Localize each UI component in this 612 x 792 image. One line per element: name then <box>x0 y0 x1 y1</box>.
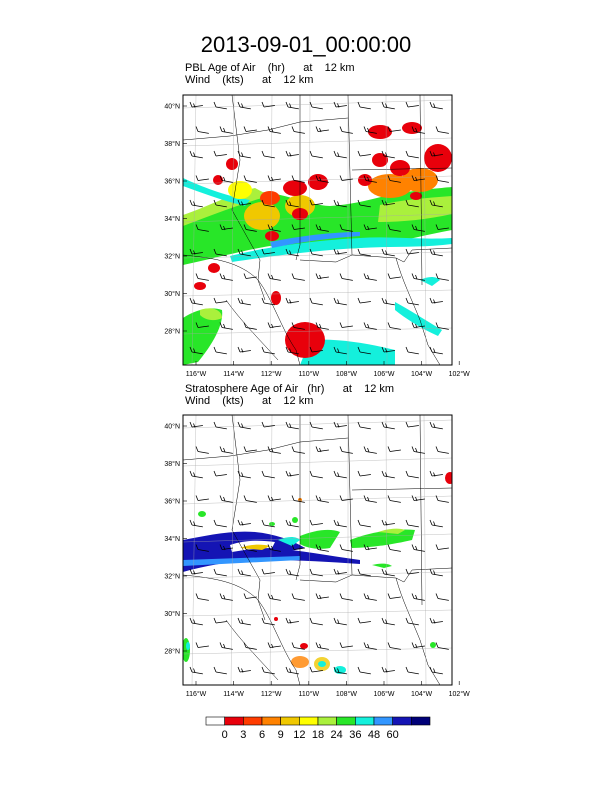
lat-tick-label: 32°N <box>164 253 180 261</box>
colorbar <box>205 716 431 726</box>
lat-tick-label: 36°N <box>164 178 180 186</box>
colorbar-label: 60 <box>386 729 399 741</box>
panel1-frame <box>182 94 453 366</box>
colorbar-swatch <box>261 716 281 726</box>
lat-tick-label: 36°N <box>164 498 180 506</box>
colorbar-label: 36 <box>349 729 362 741</box>
lat-tick-label: 40°N <box>164 423 180 431</box>
lat-tick-label: 28°N <box>164 648 180 656</box>
lon-tick-label: 112°W <box>261 690 282 698</box>
lon-tick-label: 116°W <box>186 370 207 378</box>
colorbar-label: 9 <box>277 729 284 741</box>
lon-tick-label: 112°W <box>261 370 282 378</box>
colorbar-swatch <box>224 716 244 726</box>
colorbar-label: 6 <box>258 729 266 741</box>
panel1-title-line2: Wind (kts) at 12 km <box>185 74 314 86</box>
colorbar-swatch <box>355 716 375 726</box>
page-title: 2013-09-01_00:00:00 <box>200 32 412 57</box>
lon-tick-label: 106°W <box>373 690 394 698</box>
colorbar-label: 48 <box>367 729 381 741</box>
colorbar-swatch <box>205 716 225 726</box>
lat-tick-label: 38°N <box>164 140 180 148</box>
panel1-title-line1: PBL Age of Air (hr) at 12 km <box>185 62 355 74</box>
panel2-title-line1: Stratosphere Age of Air (hr) at 12 km <box>185 383 395 395</box>
lat-tick-label: 40°N <box>164 103 180 111</box>
lon-tick-label: 106°W <box>373 370 394 378</box>
panel2-map <box>183 415 452 685</box>
lon-tick-label: 108°W <box>336 690 357 698</box>
colorbar-label: 18 <box>311 729 325 741</box>
colorbar-swatch <box>392 716 412 726</box>
lon-tick-label: 104°W <box>411 370 432 378</box>
colorbar-swatch <box>243 716 263 726</box>
panel2-title-line2: Wind (kts) at 12 km <box>185 395 314 407</box>
lon-tick-label: 102°W <box>449 690 470 698</box>
colorbar-swatch <box>299 716 319 726</box>
lon-tick-label: 114°W <box>223 370 244 378</box>
lon-tick-label: 116°W <box>186 690 207 698</box>
lat-tick-label: 34°N <box>164 535 180 543</box>
lon-tick-label: 102°W <box>449 370 470 378</box>
panel1-map <box>183 95 452 365</box>
lon-tick-label: 104°W <box>411 690 432 698</box>
colorbar-swatch <box>317 716 337 726</box>
colorbar-swatch <box>373 716 393 726</box>
colorbar-swatch <box>280 716 300 726</box>
colorbar-label: 12 <box>293 729 306 741</box>
colorbar-swatch <box>336 716 356 726</box>
lon-tick-label: 114°W <box>223 690 244 698</box>
lat-tick-label: 34°N <box>164 215 180 223</box>
colorbar-label: 24 <box>330 729 343 741</box>
lon-tick-label: 110°W <box>299 690 320 698</box>
lon-tick-label: 110°W <box>299 370 320 378</box>
lat-tick-label: 30°N <box>164 610 180 618</box>
lat-tick-label: 38°N <box>164 460 180 468</box>
lat-tick-label: 28°N <box>164 328 180 336</box>
colorbar-swatch <box>411 716 431 726</box>
panel2-frame <box>182 414 453 686</box>
lat-tick-label: 30°N <box>164 290 180 298</box>
lon-tick-label: 108°W <box>336 370 357 378</box>
colorbar-label: 3 <box>240 729 247 741</box>
lat-tick-label: 32°N <box>164 573 180 581</box>
colorbar-label: 0 <box>221 729 228 741</box>
